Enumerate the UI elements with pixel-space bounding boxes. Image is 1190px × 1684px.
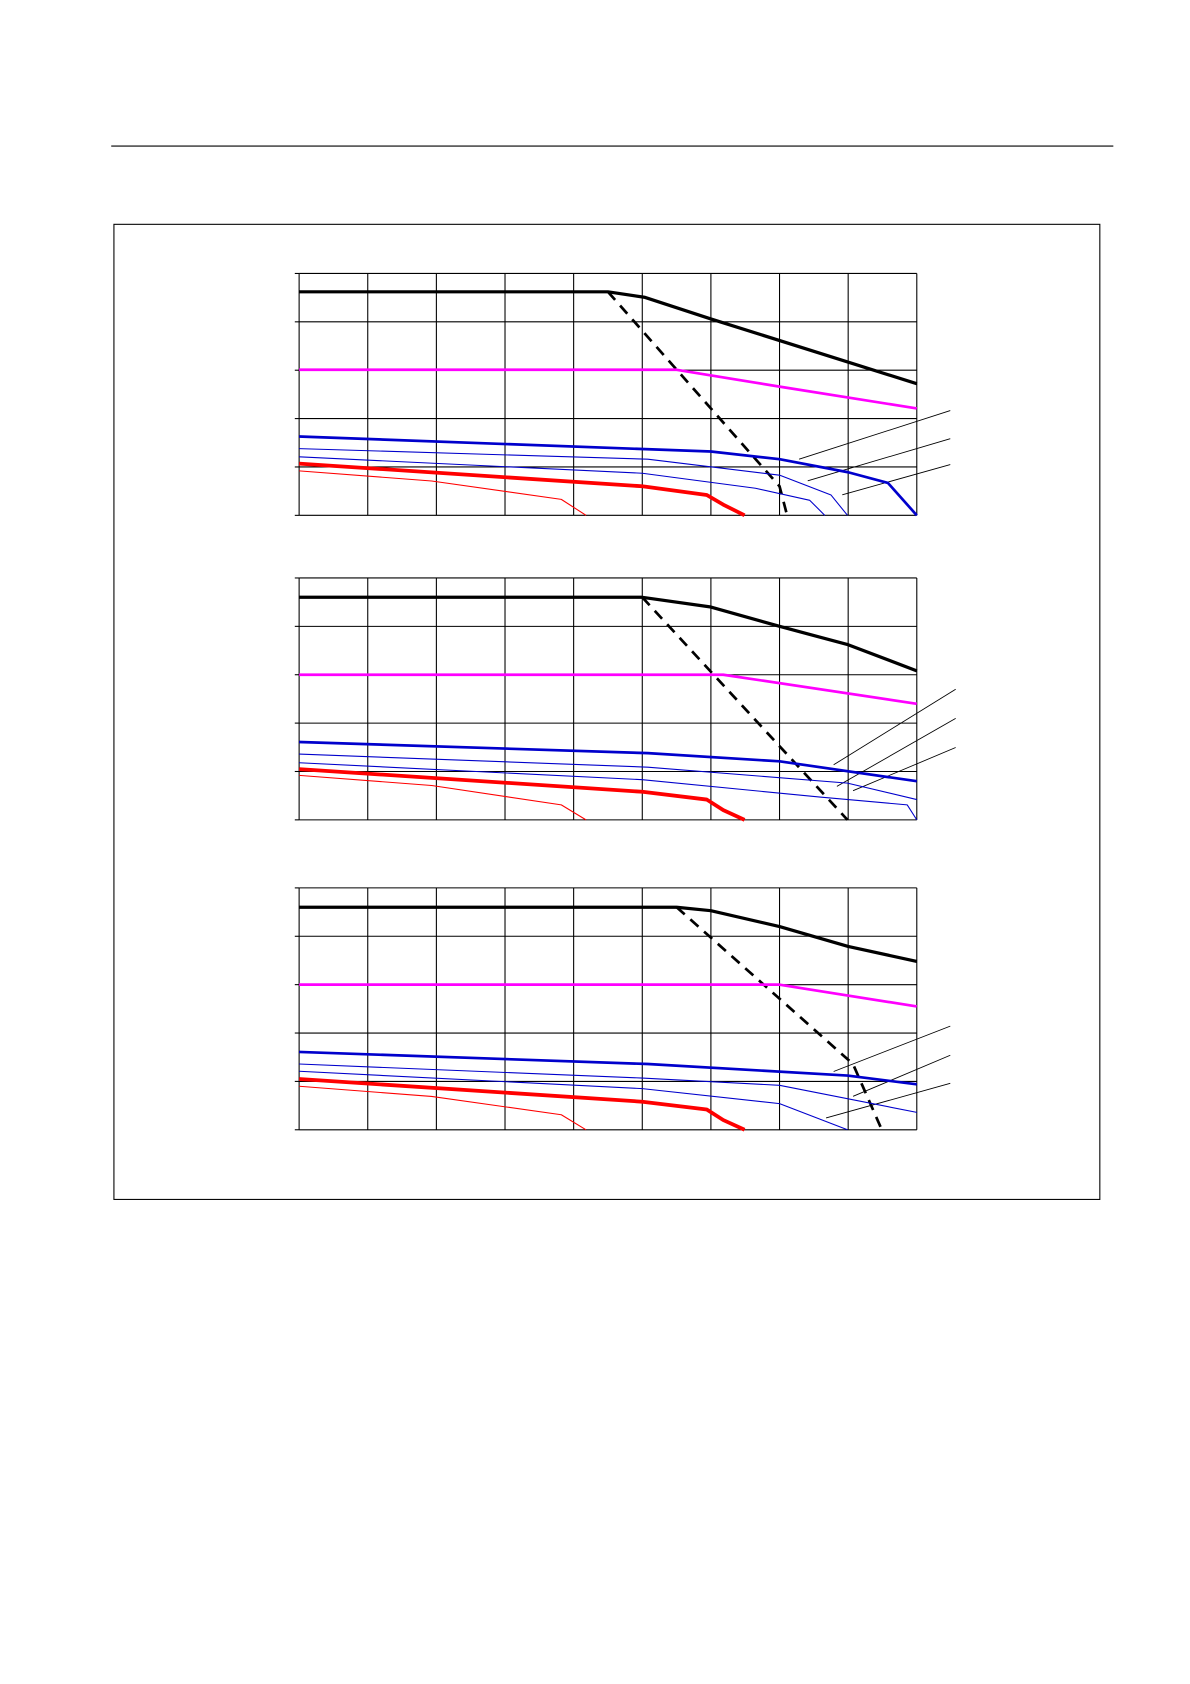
series-line (299, 1085, 587, 1131)
leader-line (833, 1025, 951, 1072)
series-line (606, 290, 789, 516)
leader-line (798, 410, 951, 460)
series-line (299, 456, 826, 516)
series-line (299, 753, 917, 801)
series-line (299, 595, 918, 673)
leader-line (842, 464, 951, 496)
series-line (299, 983, 918, 1008)
series-line (298, 1077, 746, 1132)
leader-line (852, 1054, 951, 1097)
series-line (299, 290, 918, 386)
leader-line (836, 717, 956, 787)
leader-line (833, 688, 956, 766)
series-line (299, 1070, 848, 1131)
series-line (675, 906, 884, 1131)
chart (294, 272, 918, 518)
leader-line (807, 438, 951, 482)
series-line (299, 435, 918, 517)
figure-frame (113, 223, 1101, 1200)
leader-line (852, 747, 956, 792)
series-line (299, 673, 917, 706)
series-line (299, 470, 587, 516)
leader-lines (798, 410, 956, 1119)
chart (294, 887, 918, 1132)
series-line (299, 740, 917, 783)
series-line (299, 1063, 917, 1113)
series-line (299, 368, 918, 410)
series-line (298, 461, 746, 518)
leader-line (825, 1082, 951, 1119)
series-line (299, 448, 848, 516)
series-line (299, 762, 918, 821)
chart (294, 577, 918, 822)
series-line (299, 774, 587, 821)
series-line (298, 767, 746, 822)
series-line (299, 1050, 917, 1086)
series-line (299, 905, 918, 964)
series-line (641, 596, 849, 821)
